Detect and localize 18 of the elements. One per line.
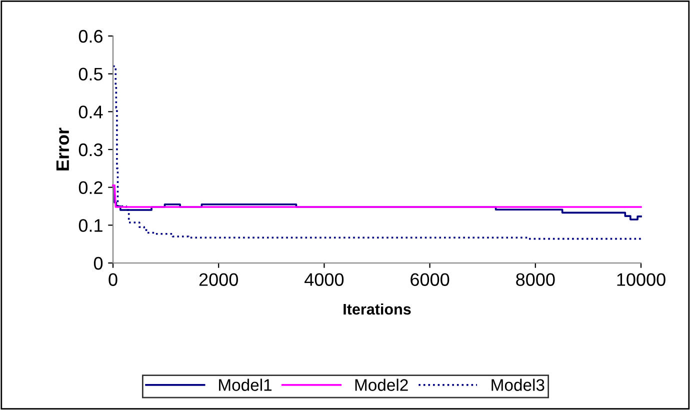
legend-label: Model2 (355, 378, 408, 391)
legend-label: Model3 (492, 378, 544, 391)
x-tick-label: 10000 (617, 273, 666, 286)
x-tick-label: 8000 (516, 273, 555, 286)
legend-label: Model1 (219, 378, 272, 391)
y-tick-label: 0.3 (78, 143, 102, 156)
x-tick-label: 4000 (304, 273, 344, 286)
x-axis-title: Iterations (344, 303, 411, 315)
x-tick-label: 6000 (410, 273, 450, 286)
x-tick-label: 2000 (199, 273, 238, 286)
y-tick-label: 0.4 (78, 106, 103, 118)
y-tick-label: 0.6 (78, 30, 102, 43)
y-axis-title: Error (56, 128, 70, 170)
y-tick-label: 0 (94, 256, 103, 270)
y-tick-label: 0.2 (78, 181, 102, 194)
y-tick-label: 0.5 (78, 68, 103, 81)
x-tick-label: 0 (108, 273, 118, 286)
y-tick-label: 0.1 (78, 219, 102, 232)
